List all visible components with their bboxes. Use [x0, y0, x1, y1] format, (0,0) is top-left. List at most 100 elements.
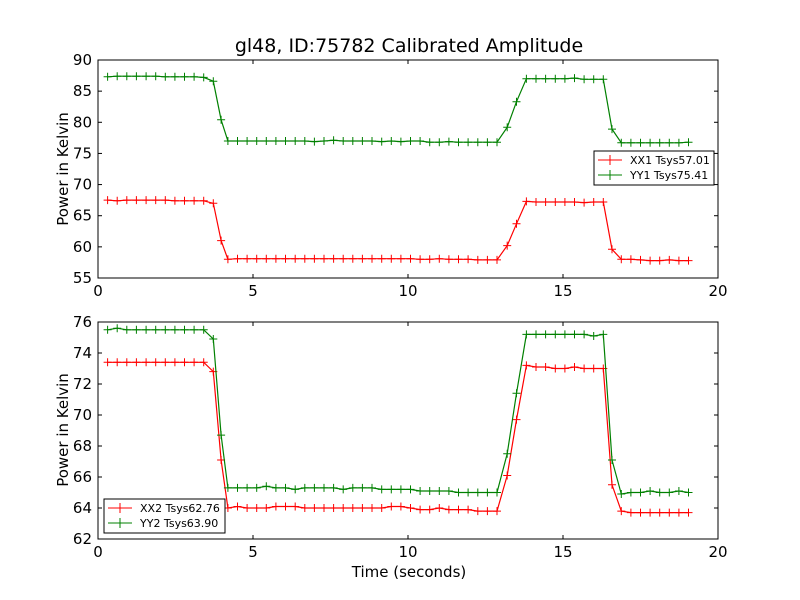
bottom-series-0-point: [348, 504, 357, 512]
top-series-0-point: [560, 198, 569, 206]
bottom-series-1-point: [406, 485, 415, 494]
top-series-1-point: [551, 74, 560, 83]
top-series-1-point: [190, 72, 199, 81]
top-series-0-point: [339, 254, 348, 263]
top-series-0-point: [674, 256, 683, 265]
top-y-tick-label: 55: [73, 269, 92, 287]
bottom-series-0-point: [532, 363, 540, 371]
bottom-series-0-point: [684, 508, 693, 517]
bottom-series-1-point: [310, 483, 319, 492]
bottom-series-1-point: [358, 483, 367, 492]
top-series-0-point: [217, 236, 226, 245]
top-series-1-point: [684, 138, 693, 147]
bottom-y-tick-label: 70: [73, 406, 92, 424]
top-series-1-point: [473, 138, 482, 147]
top-series-1-point: [464, 138, 473, 147]
top-series-1-point: [281, 137, 290, 145]
bottom-x-tick-label: 15: [553, 543, 572, 561]
top-series-0-point: [199, 196, 208, 205]
bottom-series-1-point: [473, 488, 482, 497]
bottom-y-tick-label: 68: [73, 437, 92, 455]
bottom-x-tick-label: 20: [708, 543, 727, 561]
bottom-series-0-line: [107, 361, 689, 514]
bottom-series-1-point: [103, 325, 112, 334]
top-series-0-point: [406, 254, 415, 263]
bottom-series-1-point: [300, 483, 309, 492]
top-series-1-point: [271, 137, 280, 145]
top-series-0-point: [271, 254, 280, 263]
bottom-series-1-point: [674, 487, 683, 495]
top-y-tick-label: 90: [73, 51, 92, 69]
bottom-series-0-point: [416, 505, 425, 514]
bottom-series-1-point: [387, 485, 396, 494]
top-series-1-point: [339, 137, 348, 145]
bottom-axis-ticks: 0 5 10 15 20 62 64 66 68 70 72 74 76: [73, 313, 728, 561]
bottom-series-0-point: [233, 502, 242, 511]
bottom-series-1-point: [339, 485, 348, 494]
bottom-series-1-point: [551, 330, 560, 339]
top-series-0-point: [636, 255, 645, 264]
bottom-series-0-point: [113, 358, 122, 367]
top-series-1-point: [425, 138, 434, 147]
bottom-series-1-point: [560, 330, 569, 339]
bottom-series-0-point: [406, 504, 415, 512]
top-series-0-point: [589, 198, 598, 206]
bottom-series-1-point: [444, 487, 453, 495]
bottom-series-1-point: [599, 330, 608, 339]
top-series-1-point: [532, 74, 540, 83]
bottom-series-1-point: [617, 490, 626, 498]
bottom-legend-xx2-label: XX2 Tsys62.76: [140, 502, 220, 515]
top-series-1-point: [435, 138, 444, 147]
top-series-1-point: [180, 72, 189, 81]
bottom-series-0-point: [281, 502, 290, 511]
top-series-0-point: [503, 241, 512, 250]
top-series-0-point: [122, 196, 131, 205]
bottom-series-0-point: [262, 504, 271, 512]
top-series-1-point: [608, 125, 616, 134]
top-series-0-point: [626, 255, 635, 264]
bottom-y-tick-label: 62: [73, 530, 92, 548]
bottom-series-1-point: [368, 483, 376, 492]
top-y-tick-label: 75: [73, 144, 92, 162]
bottom-series-1-point: [243, 483, 252, 492]
bottom-x-tick-label: 0: [93, 543, 103, 561]
top-series-0-point: [416, 255, 425, 264]
top-series-1-point: [209, 77, 218, 86]
top-series-0-point: [425, 255, 434, 264]
bottom-series-0-point: [551, 364, 560, 373]
bottom-series-0-point: [454, 505, 463, 514]
bottom-legend-box: [103, 498, 226, 534]
top-series-1-point: [170, 72, 179, 81]
bottom-series-1-point: [281, 483, 290, 492]
top-series-0-point: [532, 198, 540, 206]
top-series-0-point: [291, 254, 300, 263]
bottom-series-0-point: [636, 508, 645, 517]
bottom-y-tick-label: 66: [73, 468, 92, 486]
bottom-series-1-point: [464, 488, 473, 497]
bottom-series-0-point: [473, 507, 482, 516]
bottom-series-1-point: [646, 487, 655, 495]
top-series-1-point: [665, 138, 674, 147]
top-series-0-point: [132, 196, 141, 205]
top-series-1-point: [626, 138, 635, 147]
top-legend-xx1-label: XX1 Tsys57.01: [630, 154, 710, 167]
bottom-series-1-point: [435, 487, 444, 495]
top-series-1-point: [142, 72, 151, 81]
chart-title: gl48, ID:75782 Calibrated Amplitude: [235, 35, 583, 57]
top-x-tick-label: 5: [248, 282, 258, 300]
top-series-1-point: [512, 97, 521, 106]
top-series-1-point: [291, 137, 300, 145]
bottom-series-0-point: [252, 504, 261, 512]
x-axis-label: Time (seconds): [351, 563, 467, 581]
bottom-series-1-point: [483, 488, 492, 497]
top-series-1-point: [522, 74, 531, 83]
bottom-series-0-point: [580, 364, 589, 373]
top-series-0-point: [435, 254, 444, 263]
bottom-series-1-point: [608, 456, 616, 464]
bottom-series-1-point: [320, 483, 328, 492]
top-series-0-point: [190, 196, 199, 205]
bottom-series-1-point: [348, 483, 357, 492]
top-series-0-point: [329, 254, 338, 263]
bottom-series-0-point: [589, 364, 598, 373]
